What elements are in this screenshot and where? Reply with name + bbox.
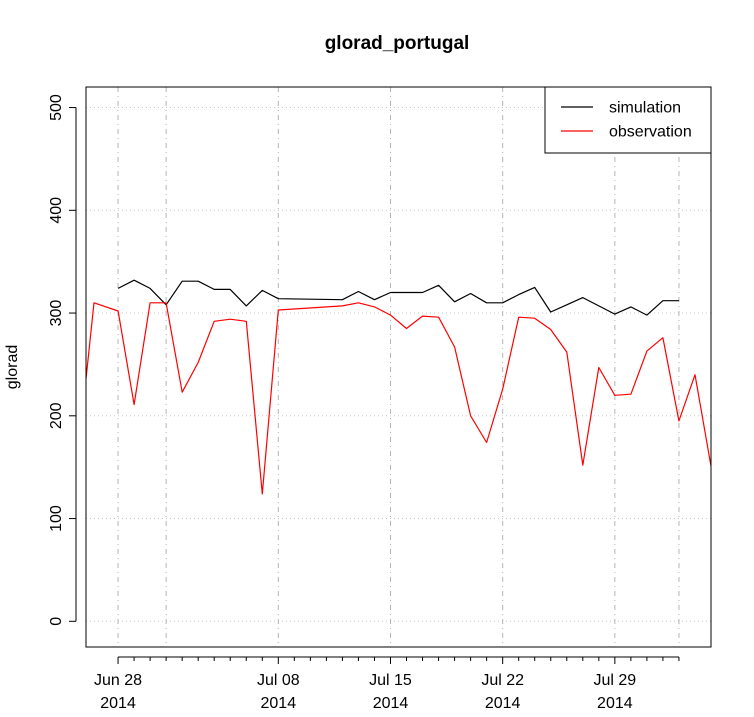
y-axis: 0 100 200 300 400 500 [48,94,77,626]
x-tick-label: Jul 08 [257,672,300,689]
x-tick-year-label: 2014 [100,695,136,712]
x-tick-year-label: 2014 [261,695,297,712]
x-tick-label: Jul 15 [369,672,412,689]
legend-box [544,86,712,154]
y-tick-label: 300 [48,300,65,327]
plot-box [85,86,712,648]
y-tick-label: 500 [48,94,65,121]
series-simulation [117,279,679,316]
x-tick-year-label: 2014 [485,695,521,712]
legend: simulation observation [544,86,712,154]
chart-title: glorad_portugal [325,33,470,54]
y-axis-label: glorad [4,345,21,389]
legend-label-simulation: simulation [609,100,681,117]
x-tick-year-label: 2014 [597,695,633,712]
grid-layer [86,87,711,647]
y-tick-label: 200 [48,402,65,429]
x-tick-label: Jul 29 [593,672,636,689]
series-layer [86,279,711,495]
x-tick-label: Jul 22 [481,672,524,689]
legend-label-observation: observation [609,124,692,141]
x-axis: Jun 28 2014 Jul 08 2014 Jul 15 2014 Jul 22 2014… [94,656,680,712]
x-tick-year-label: 2014 [373,695,409,712]
x-tick-label: Jun 28 [94,672,142,689]
y-tick-label: 100 [48,505,65,532]
series-observation [86,302,711,495]
y-tick-label: 0 [48,617,65,626]
y-tick-label: 400 [48,197,65,224]
